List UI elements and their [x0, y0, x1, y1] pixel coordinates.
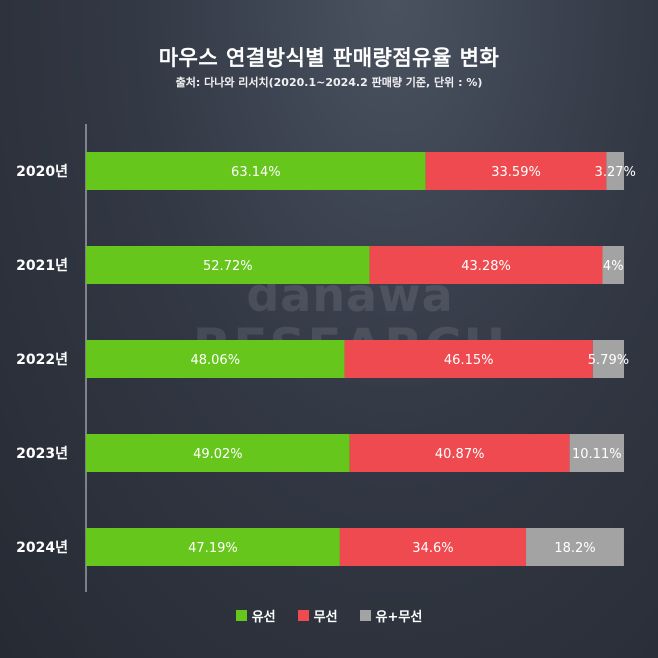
bar-segment	[86, 246, 370, 284]
bar-segment	[569, 434, 624, 472]
data-label: 33.59%	[491, 165, 541, 180]
data-label: 43.28%	[461, 259, 511, 274]
bar-segment	[344, 340, 593, 378]
chart-title: 마우스 연결방식별 판매량점유율 변화	[158, 46, 500, 70]
bar-segment	[425, 152, 607, 190]
bar-segment	[86, 434, 350, 472]
legend-swatch-both	[359, 610, 371, 621]
bar-segment	[86, 340, 345, 378]
chart-subtitle: 출처: 다나와 리서치(2020.1~2024.2 판매량 기준, 단위 : %…	[175, 76, 483, 89]
data-label: 49.02%	[193, 447, 243, 462]
category-label: 2020년	[16, 164, 68, 180]
category-label: 2024년	[16, 540, 68, 556]
bar-segment	[606, 152, 624, 190]
legend-label-both: 유+무선	[375, 610, 423, 625]
data-label: 18.2%	[554, 541, 595, 556]
data-label: 47.19%	[188, 541, 238, 556]
legend-item-wired: 유선	[235, 606, 276, 625]
data-label: 52.72%	[203, 259, 253, 274]
bar-segment	[86, 152, 426, 190]
bar-segment	[369, 246, 603, 284]
category-label: 2023년	[16, 446, 68, 462]
data-label: 63.14%	[231, 165, 281, 180]
bar-segment	[86, 528, 340, 566]
legend: 유선 무선 유+무선	[0, 606, 658, 625]
legend-swatch-wireless	[297, 610, 309, 621]
data-label: 4%	[603, 259, 624, 274]
data-label: 40.87%	[435, 447, 485, 462]
bar-segment	[526, 528, 624, 566]
data-label: 3.27%	[595, 165, 636, 180]
data-label: 10.11%	[572, 447, 622, 462]
data-label: 5.79%	[588, 353, 629, 368]
bar-segment	[592, 340, 624, 378]
legend-label-wireless: 무선	[313, 610, 338, 625]
data-label: 46.15%	[444, 353, 494, 368]
data-label: 34.6%	[412, 541, 453, 556]
category-label: 2022년	[16, 352, 68, 368]
bar-segment	[339, 528, 527, 566]
data-label: 48.06%	[190, 353, 240, 368]
legend-label-wired: 유선	[251, 610, 276, 625]
legend-item-both: 유+무선	[359, 606, 423, 625]
legend-swatch-wired	[235, 610, 247, 621]
bar-segment	[349, 434, 570, 472]
legend-item-wireless: 무선	[297, 606, 338, 625]
category-label: 2021년	[16, 258, 68, 274]
bar-segment	[602, 246, 624, 284]
